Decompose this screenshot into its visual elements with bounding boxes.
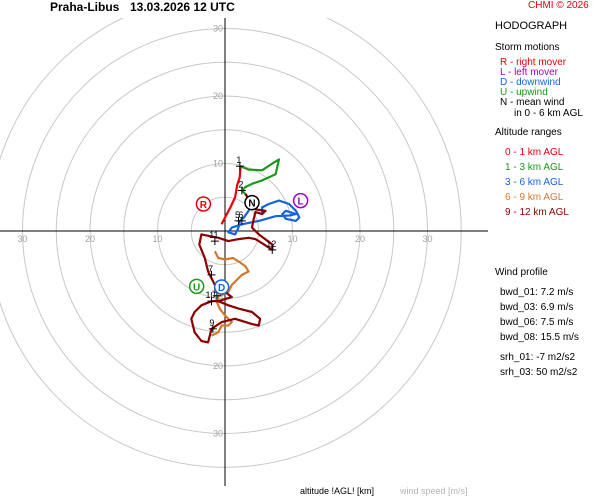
height-mark-label: 7 [208,264,213,274]
x-tick-label: 10 [152,234,162,244]
storm-motion-label: U [193,282,200,293]
hodograph-plot-area: 3020101020303020101020301256789101112RLN… [0,18,488,486]
altitude-range-legend-item: 3 - 6 km AGL [505,177,564,188]
storm-motion-legend-item: N - mean wind [500,97,565,108]
x-tick-label: 30 [422,234,432,244]
hodograph-series-1 [220,166,242,225]
x-tick-label: 30 [17,234,27,244]
altitude-range-legend-item: 1 - 3 km AGL [505,162,564,173]
y-tick-label: 20 [213,91,223,101]
copyright: CHMI © 2026 [528,0,589,11]
hodograph-series-5 [190,193,274,344]
storm-motions-title: Storm motions [495,42,560,53]
x-tick-label: 10 [287,234,297,244]
storm-motion-marker [213,279,230,295]
height-mark-label: 12 [266,239,276,249]
y-tick-label: 10 [213,159,223,169]
storm-motion-label: R [200,200,208,211]
y-tick-label: 30 [213,24,223,34]
height-mark-label: 10 [205,290,215,300]
storm-motion-marker [244,194,260,211]
height-mark-label: 6 [238,210,243,220]
altitude-range-legend-item: 9 - 12 km AGL [505,207,569,218]
height-mark-label: 2 [238,180,243,190]
storm-motion-legend-item: L - left mover [500,67,558,78]
storm-motion-marker [188,278,205,295]
y-tick-label: 30 [213,429,223,439]
wind-profile-item: bwd_03: 6.9 m/s [500,302,574,313]
altitude-range-legend-item: 0 - 1 km AGL [505,147,564,158]
station-name: Praha-Libus [50,0,120,14]
storm-motion-label: N [248,199,255,210]
valid-datetime: 13.03.2026 12 UTC [130,0,235,14]
x-tick-label: 20 [355,234,365,244]
hodograph-series-4 [211,250,250,337]
wind-profile-item: bwd_08: 15.5 m/s [500,332,579,343]
storm-motion-marker [292,192,309,209]
altitude-ranges-title: Altitude ranges [495,127,562,138]
storm-motion-legend-item: R - right mover [500,57,567,68]
wind-speed-unit-label: wind speed [m/s] [400,486,468,496]
altitude-unit-label: altitude !AGL! [km] [300,486,375,496]
storm-motion-label: D [218,283,225,294]
wind-profile-item: bwd_06: 7.5 m/s [500,317,574,328]
wind-profile-item: bwd_01: 7.2 m/s [500,287,574,298]
x-tick-label: 20 [85,234,95,244]
srh-item: srh_01: -7 m2/s2 [500,352,576,363]
hodograph-series-3 [227,199,301,236]
storm-motion-marker [195,196,212,212]
height-mark-label: 5 [235,210,240,220]
wind-profile-title: Wind profile [495,267,548,278]
storm-motion-label: L [298,197,304,208]
srh-item: srh_03: 50 m2/s2 [500,367,578,378]
altitude-range-legend-item: 6 - 9 km AGL [505,192,564,203]
storm-motion-legend-item: D - downwind [500,77,561,88]
height-mark-label: 11 [209,230,218,240]
height-mark-label: 9 [209,318,214,328]
storm-motions-note: in 0 - 6 km AGL [514,108,583,119]
storm-motion-legend-item: U - upwind [500,87,548,98]
y-tick-label: 20 [213,361,223,371]
height-mark-label: 1 [236,155,241,165]
panel-title: HODOGRAPH [495,20,568,32]
